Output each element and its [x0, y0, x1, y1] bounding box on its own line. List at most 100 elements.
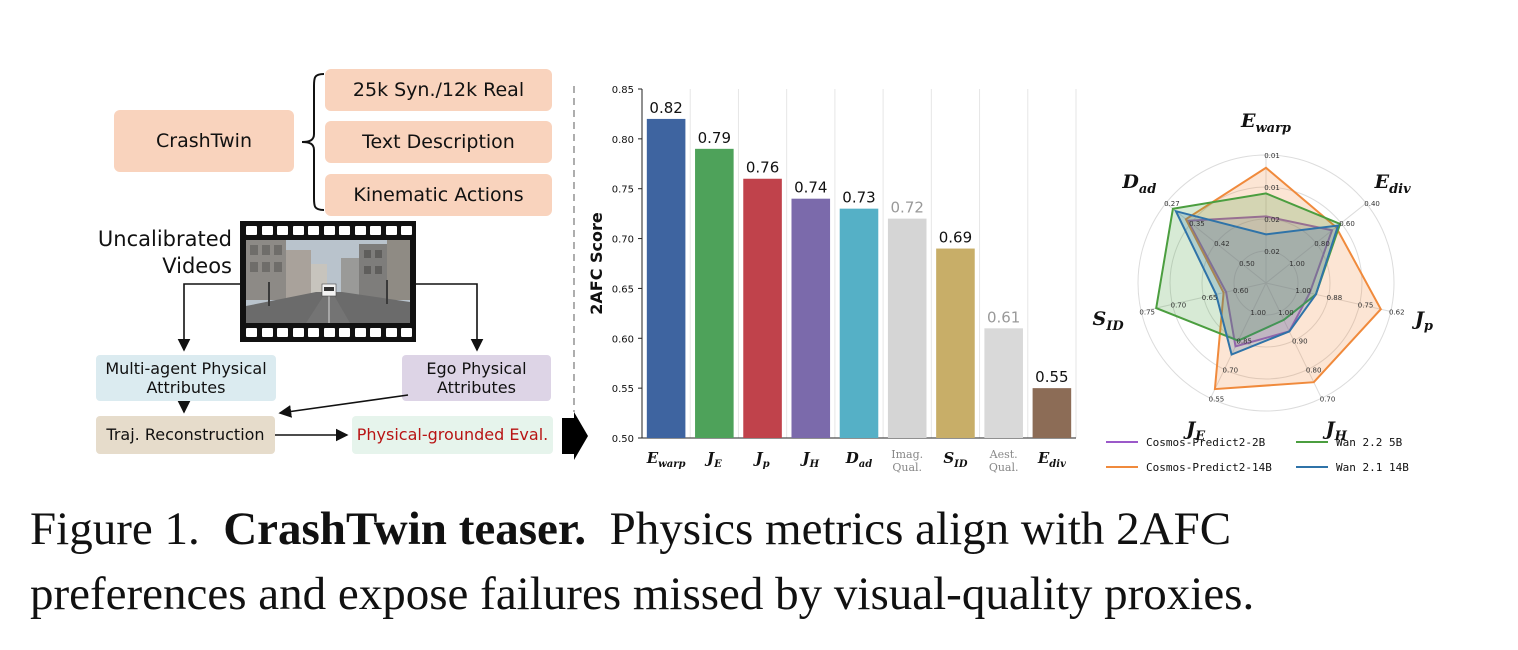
- x-tick-label: SID: [943, 449, 968, 470]
- film-perforation: [292, 328, 304, 337]
- radar-axis-label: Ediv: [1374, 171, 1412, 197]
- y-axis-label: 2AFC Score: [587, 212, 606, 315]
- film-perforation: [261, 226, 273, 235]
- radar-tick-label: 0.27: [1164, 200, 1180, 208]
- multi-agent-attributes-box: Multi-agent Physical Attributes: [96, 355, 276, 401]
- film-perforation: [246, 226, 257, 235]
- uncalibrated-label: Uncalibrated Videos: [97, 227, 232, 278]
- film-perforation: [339, 328, 350, 337]
- bar-value-label: 0.61: [987, 308, 1020, 326]
- radar-axis-label: Jp: [1412, 308, 1433, 334]
- bar: [646, 118, 686, 438]
- film-perforation: [354, 328, 366, 337]
- radar-axis-label: Ewarp: [1240, 110, 1291, 136]
- film-perforation: [385, 328, 397, 337]
- video-filmstrip: [240, 221, 416, 342]
- film-perforation: [323, 328, 335, 337]
- radar-tick-label: 0.42: [1214, 240, 1230, 248]
- radar-tick-label: 0.88: [1327, 294, 1343, 302]
- y-tick-label: 0.50: [612, 434, 634, 445]
- x-tick-label: Ewarp: [646, 449, 686, 470]
- radar-tick-label: 1.00: [1289, 260, 1305, 268]
- radar-axis-label: JH: [1323, 418, 1348, 444]
- radar-tick-label: 0.02: [1264, 248, 1280, 256]
- x-tick-label: JE: [704, 449, 722, 470]
- radar-tick-label: 0.40: [1364, 200, 1380, 208]
- radar-series-area: [1174, 209, 1340, 356]
- y-tick-label: 0.60: [612, 334, 634, 345]
- film-perforation: [370, 328, 381, 337]
- radar-tick-label: 0.62: [1389, 308, 1405, 316]
- radar-tick-label: 0.50: [1239, 260, 1255, 268]
- x-tick-label: Qual.: [989, 461, 1019, 474]
- y-tick-label: 0.55: [612, 384, 634, 395]
- film-perforation: [370, 226, 381, 235]
- radar-tick-label: 0.55: [1209, 395, 1225, 403]
- film-perforation: [385, 226, 397, 235]
- film-perforation: [292, 226, 304, 235]
- film-perforation: [354, 226, 366, 235]
- y-tick-label: 0.75: [612, 185, 634, 196]
- bar-value-label: 0.55: [1035, 368, 1068, 386]
- dataset-item-3: Kinematic Actions: [325, 174, 552, 216]
- film-perforation: [308, 226, 319, 235]
- ego-attributes-box: Ego Physical Attributes: [402, 355, 551, 401]
- caption-figure-number: Figure 1.: [30, 503, 200, 555]
- figure-caption-line-1: Figure 1. CrashTwin teaser. Physics metr…: [30, 502, 1500, 556]
- x-tick-label: Jp: [753, 449, 770, 470]
- radar-tick-label: 0.80: [1314, 240, 1330, 248]
- film-perforation: [246, 328, 257, 337]
- traj-reconstruction-box: Traj. Reconstruction: [96, 416, 275, 454]
- radar-tick-label: 0.01: [1264, 184, 1280, 192]
- film-perforation: [339, 226, 350, 235]
- radar-tick-label: 1.00: [1278, 309, 1294, 317]
- film-perforation: [401, 328, 412, 337]
- radar-tick-label: 0.01: [1264, 152, 1280, 160]
- bar: [695, 148, 734, 438]
- radar-chart: 0.01 0.01 0.02 0.02 Ewarp 0.40 0.60 0.80 1.00 Edi…: [1093, 110, 1433, 474]
- x-tick-label: Ediv: [1037, 449, 1066, 470]
- bar: [887, 218, 927, 438]
- radar-spoke: [1165, 202, 1267, 284]
- bar: [839, 208, 879, 438]
- radar-tick-label: 0.90: [1292, 338, 1308, 346]
- curly-brace: [301, 73, 325, 211]
- bar: [1032, 388, 1072, 438]
- bar: [791, 198, 831, 438]
- y-tick-label: 0.85: [612, 85, 634, 96]
- physical-grounded-eval-box: Physical-grounded Eval.: [352, 416, 553, 454]
- y-tick-label: 0.80: [612, 135, 634, 146]
- bar: [743, 178, 782, 438]
- film-perforation: [261, 328, 273, 337]
- radar-spoke: [1265, 282, 1322, 399]
- street-scene-image: [246, 240, 410, 323]
- radar-tick-label: 0.70: [1171, 301, 1187, 309]
- radar-tick-label: 0.60: [1339, 220, 1355, 228]
- bar-value-label: 0.79: [698, 129, 731, 147]
- radar-tick-label: 0.65: [1202, 294, 1218, 302]
- film-perforation: [401, 226, 412, 235]
- radar-tick-label: 1.00: [1295, 287, 1311, 295]
- radar-tick-label: 1.00: [1250, 309, 1266, 317]
- legend-label: Cosmos-Predict2-2B: [1146, 436, 1266, 449]
- x-tick-label: Qual.: [892, 461, 922, 474]
- bar: [984, 328, 1023, 438]
- x-tick-label: Dad: [845, 449, 873, 470]
- caption-bold-title: CrashTwin teaser.: [223, 503, 587, 555]
- radar-tick-label: 0.60: [1233, 287, 1249, 295]
- bar: [936, 248, 975, 438]
- workflow-arrows: [177, 86, 588, 460]
- crashtwin-box: CrashTwin: [114, 110, 294, 172]
- bar-value-label: 0.73: [842, 189, 875, 207]
- legend-label: Wan 2.2 5B: [1336, 436, 1403, 449]
- legend-label: Cosmos-Predict2-14B: [1146, 461, 1272, 474]
- dataset-item-1: 25k Syn./12k Real: [325, 69, 552, 111]
- caption-line-1-text: Physics metrics align with 2AFC: [609, 503, 1232, 555]
- figure-caption-line-2: preferences and expose failures missed b…: [30, 568, 1255, 620]
- radar-spoke: [1265, 282, 1391, 312]
- bar-value-label: 0.72: [891, 199, 924, 217]
- radar-axis-label: Dad: [1121, 171, 1156, 197]
- film-perforation: [277, 226, 288, 235]
- bar-value-label: 0.74: [794, 179, 827, 197]
